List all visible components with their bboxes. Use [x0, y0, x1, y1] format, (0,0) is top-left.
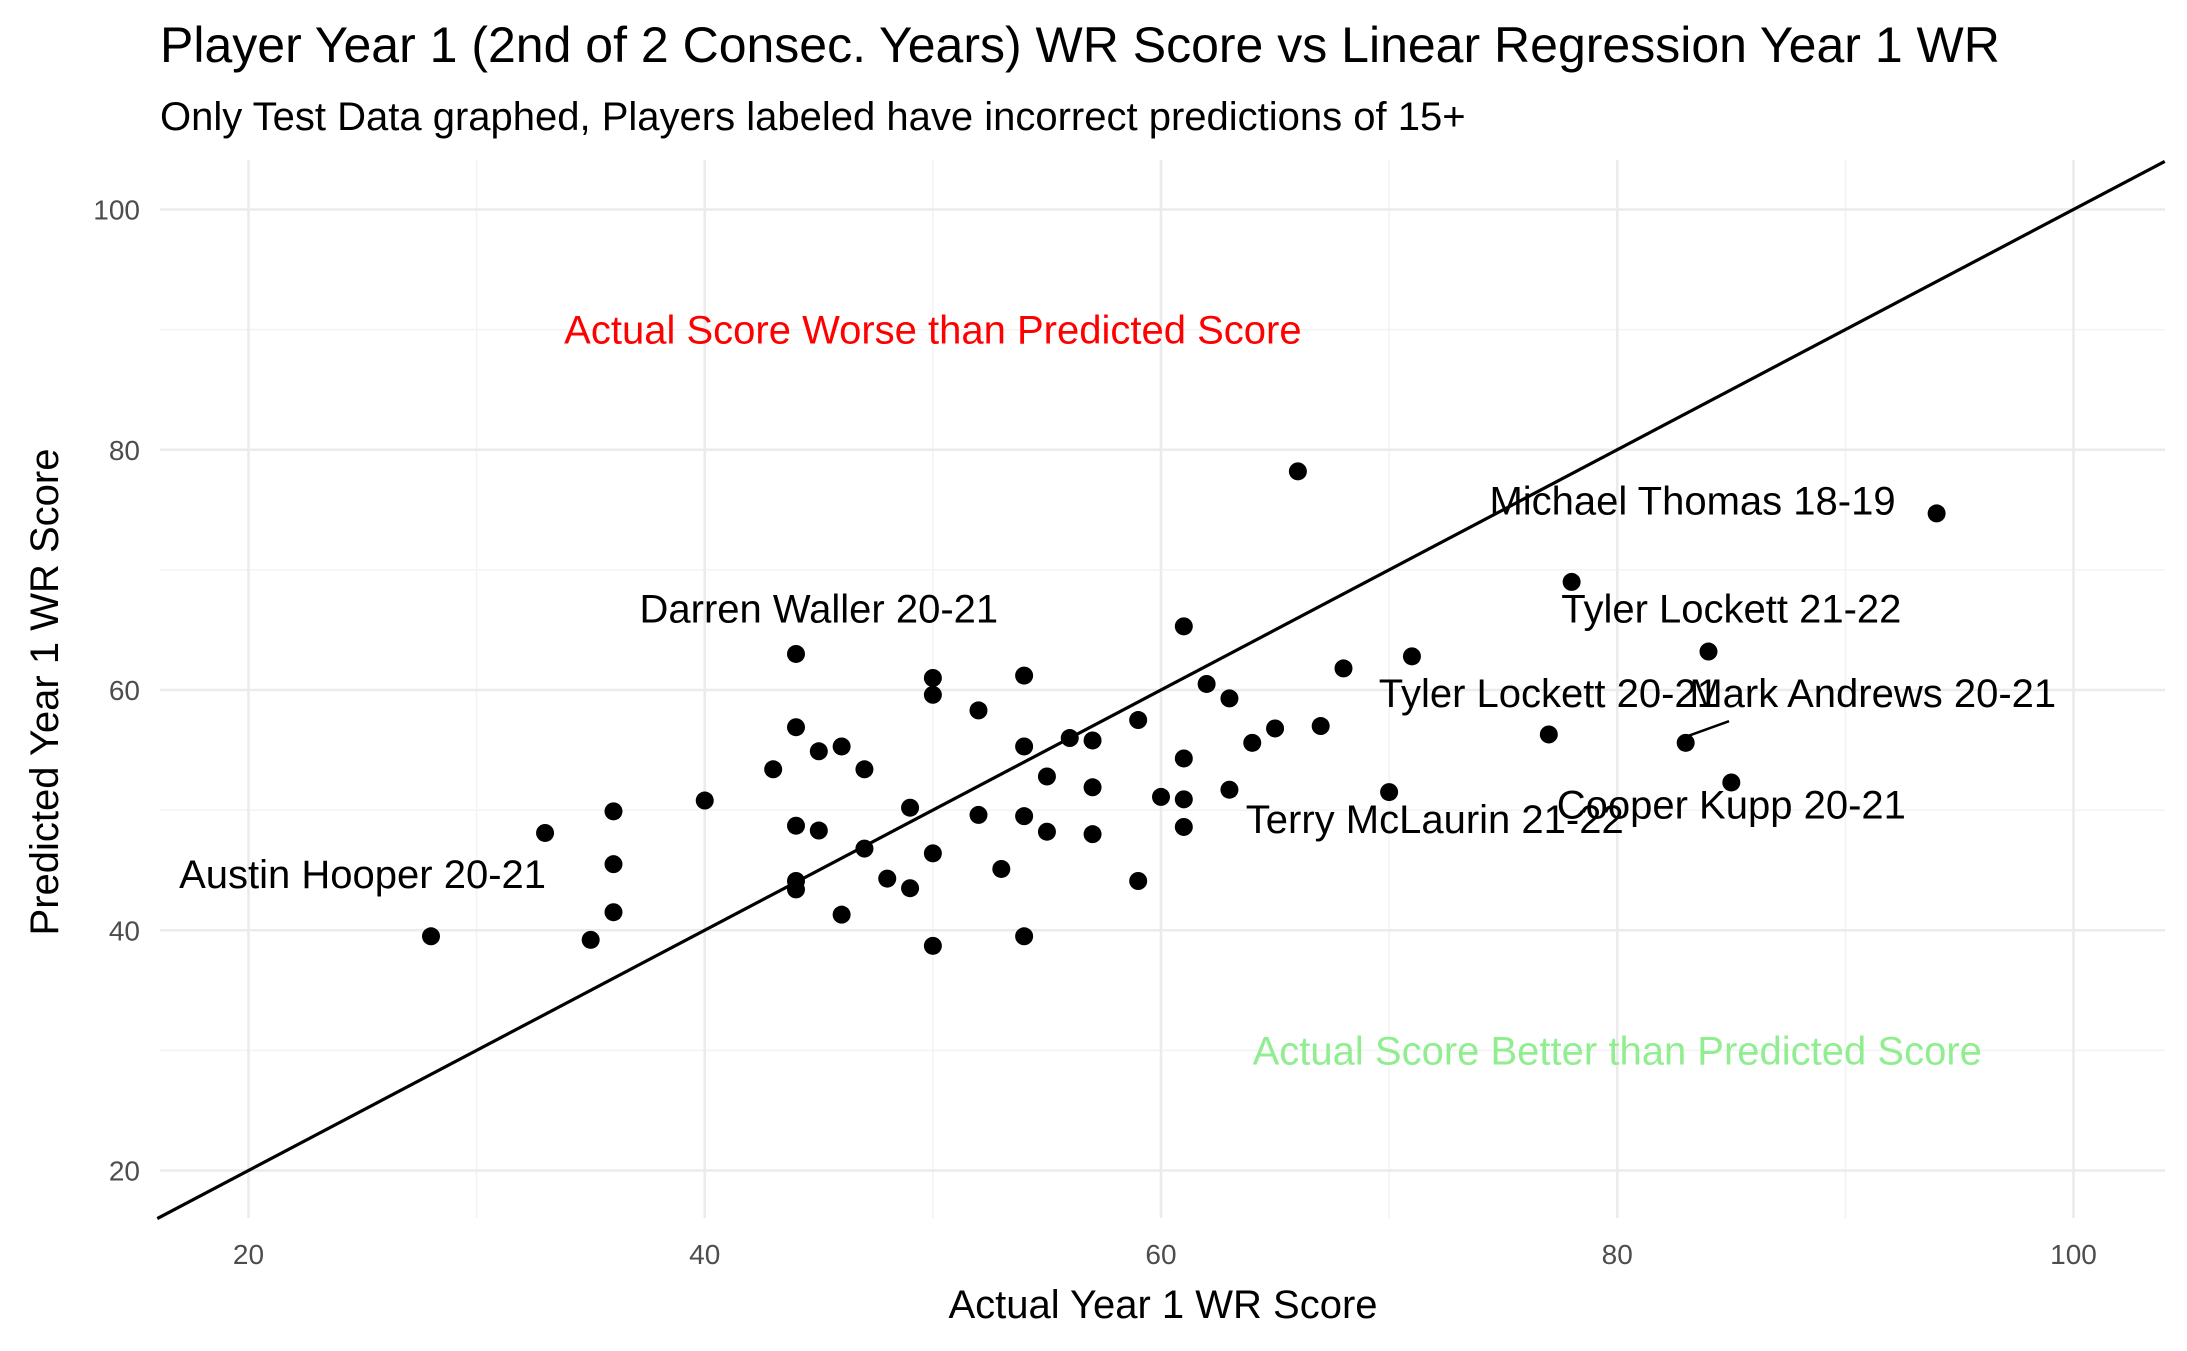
- annotation-leader-line: [1685, 720, 1730, 739]
- data-point: [1037, 767, 1056, 786]
- point-annotations: Michael Thomas 18-19 Tyler Lockett 21-22 D…: [179, 480, 2056, 898]
- data-point: [923, 936, 942, 955]
- data-point: [969, 701, 988, 720]
- data-point: [604, 802, 623, 821]
- point-label: Austin Hooper 20-21: [179, 853, 546, 897]
- data-point: [1129, 871, 1148, 890]
- data-point: [1083, 778, 1102, 797]
- data-point: [1174, 817, 1193, 836]
- data-point: [1676, 733, 1695, 752]
- data-point: [832, 905, 851, 924]
- y-tick-label: 20: [109, 1156, 140, 1187]
- data-point: [1197, 674, 1216, 693]
- data-point: [1311, 717, 1330, 736]
- data-point: [809, 821, 828, 840]
- data-point: [536, 823, 555, 842]
- chart-title: Player Year 1 (2nd of 2 Consec. Years) W…: [160, 17, 2000, 73]
- point-label: Terry McLaurin 21-22: [1246, 798, 1624, 842]
- data-point: [1174, 617, 1193, 636]
- x-tick-label: 80: [1602, 1239, 1633, 1270]
- grid-lines: [160, 160, 2165, 1218]
- data-point: [1334, 659, 1353, 678]
- data-point: [787, 718, 805, 737]
- data-point: [604, 903, 623, 922]
- point-label: Michael Thomas 18-19: [1489, 480, 1895, 524]
- y-tick-label: 40: [109, 915, 140, 946]
- data-point: [901, 798, 920, 817]
- y-axis-title: Predicted Year 1 WR Score: [23, 449, 67, 936]
- data-point: [1539, 725, 1558, 744]
- data-point: [764, 760, 783, 779]
- data-point: [1402, 647, 1421, 666]
- data-point: [1083, 731, 1102, 750]
- x-tick-label: 20: [233, 1239, 264, 1270]
- data-point: [1243, 733, 1262, 752]
- reference-line-group: [156, 160, 2166, 1220]
- data-point: [969, 805, 988, 824]
- data-point: [923, 844, 942, 863]
- x-tick-label: 60: [1145, 1239, 1176, 1270]
- data-point: [1083, 825, 1102, 844]
- data-point: [1037, 822, 1056, 841]
- data-point: [1220, 780, 1239, 799]
- data-point: [878, 869, 897, 888]
- data-points: [422, 462, 1946, 955]
- data-point: [1129, 711, 1148, 730]
- point-label: Darren Waller 20-21: [639, 588, 998, 632]
- data-point: [923, 668, 942, 687]
- data-point: [1174, 749, 1193, 768]
- x-axis-title: Actual Year 1 WR Score: [948, 1283, 1377, 1327]
- axis-ticks: 20 40 60 80 100 20 40 60 80 100: [93, 195, 2097, 1271]
- y-tick-label: 60: [109, 675, 140, 706]
- data-point: [787, 880, 805, 899]
- x-tick-label: 100: [2050, 1239, 2097, 1270]
- data-point: [855, 760, 874, 779]
- data-point: [992, 859, 1011, 878]
- data-point: [1015, 807, 1034, 826]
- data-point: [1562, 572, 1581, 591]
- data-point: [1380, 783, 1399, 802]
- data-point: [1699, 642, 1718, 661]
- data-point: [695, 791, 714, 810]
- x-tick-label: 40: [689, 1239, 720, 1270]
- data-point: [1288, 462, 1307, 481]
- y-tick-label: 80: [109, 435, 140, 466]
- data-point: [581, 930, 600, 949]
- point-label: Mark Andrews 20-21: [1689, 672, 2056, 716]
- data-point: [809, 742, 828, 761]
- data-point: [855, 839, 874, 858]
- data-point: [1152, 787, 1170, 806]
- data-point: [1266, 719, 1285, 738]
- data-point: [901, 879, 920, 898]
- data-point: [1015, 927, 1034, 946]
- region-label: Actual Score Worse than Predicted Score: [564, 309, 1301, 353]
- point-label: Tyler Lockett 20-21: [1379, 672, 1719, 716]
- point-label: Cooper Kupp 20-21: [1557, 784, 1906, 828]
- region-labels: Actual Score Worse than Predicted Score A…: [564, 309, 1982, 1074]
- data-point: [1722, 773, 1741, 792]
- data-point: [787, 644, 805, 663]
- data-point: [604, 855, 623, 874]
- data-point: [1220, 689, 1239, 708]
- data-point: [1015, 666, 1034, 685]
- reference-line: [156, 160, 2166, 1220]
- point-label: Tyler Lockett 21-22: [1561, 588, 1901, 632]
- region-label: Actual Score Better than Predicted Score: [1253, 1029, 1982, 1073]
- data-point: [832, 737, 851, 756]
- data-point: [1060, 729, 1079, 748]
- data-point: [422, 927, 440, 946]
- data-point: [1015, 737, 1034, 756]
- data-point: [1927, 504, 1946, 523]
- data-point: [1174, 790, 1193, 809]
- data-point: [787, 816, 805, 835]
- y-tick-label: 100: [93, 195, 140, 226]
- chart-subtitle: Only Test Data graphed, Players labeled …: [160, 95, 1466, 139]
- data-point: [923, 685, 942, 704]
